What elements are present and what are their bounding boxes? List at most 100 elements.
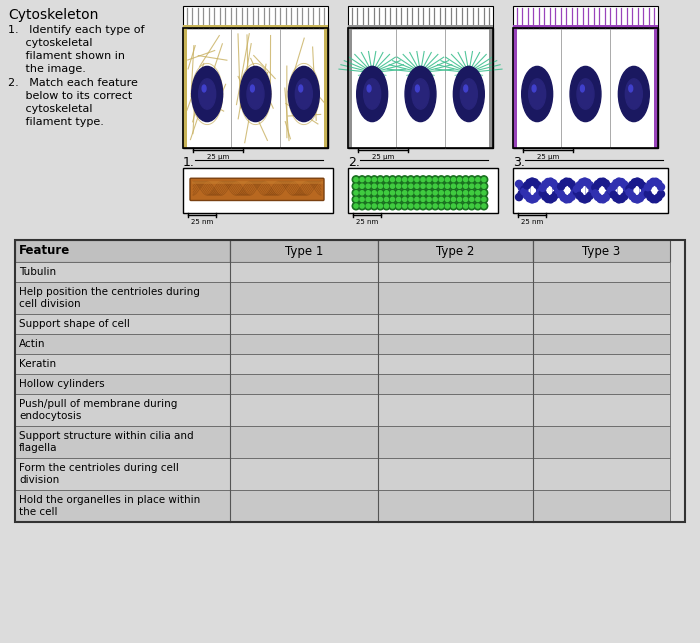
Circle shape xyxy=(360,184,364,188)
Bar xyxy=(183,28,328,148)
Circle shape xyxy=(623,190,630,196)
Text: 25 nm: 25 nm xyxy=(521,219,543,225)
Circle shape xyxy=(650,195,657,203)
Circle shape xyxy=(391,184,395,188)
Circle shape xyxy=(579,179,586,186)
Circle shape xyxy=(618,179,625,186)
Bar xyxy=(15,314,230,334)
Ellipse shape xyxy=(202,85,206,92)
Circle shape xyxy=(402,184,407,188)
Text: the image.: the image. xyxy=(8,64,86,74)
Circle shape xyxy=(395,189,402,197)
Circle shape xyxy=(407,189,414,197)
Bar xyxy=(533,458,670,490)
Circle shape xyxy=(438,189,445,197)
Circle shape xyxy=(407,176,414,183)
Circle shape xyxy=(384,204,388,208)
Circle shape xyxy=(526,179,533,186)
Circle shape xyxy=(521,186,528,193)
Circle shape xyxy=(592,184,598,191)
Circle shape xyxy=(476,184,480,188)
Circle shape xyxy=(576,192,583,199)
Ellipse shape xyxy=(629,85,633,92)
Circle shape xyxy=(383,183,391,190)
Circle shape xyxy=(358,176,366,183)
Bar xyxy=(230,374,378,394)
Circle shape xyxy=(389,202,396,210)
Text: Form the centrioles during cell
division: Form the centrioles during cell division xyxy=(19,462,179,485)
Circle shape xyxy=(515,194,522,201)
Circle shape xyxy=(419,195,427,203)
Circle shape xyxy=(639,182,646,189)
Circle shape xyxy=(482,204,486,208)
Bar xyxy=(378,458,533,490)
Circle shape xyxy=(645,190,652,197)
Circle shape xyxy=(647,180,654,187)
Bar xyxy=(230,282,378,314)
Ellipse shape xyxy=(240,66,271,122)
Circle shape xyxy=(636,179,643,186)
Text: Support shape of cell: Support shape of cell xyxy=(19,319,130,329)
Circle shape xyxy=(463,191,468,195)
Circle shape xyxy=(470,177,474,182)
Ellipse shape xyxy=(461,79,477,109)
Circle shape xyxy=(445,191,449,195)
Bar xyxy=(15,240,685,522)
Circle shape xyxy=(360,177,364,182)
Circle shape xyxy=(433,184,438,188)
Circle shape xyxy=(395,183,402,190)
Circle shape xyxy=(570,185,578,191)
Circle shape xyxy=(438,202,445,210)
Circle shape xyxy=(431,195,439,203)
Circle shape xyxy=(378,204,382,208)
Ellipse shape xyxy=(454,66,484,122)
Circle shape xyxy=(384,191,388,195)
Circle shape xyxy=(395,176,402,183)
Circle shape xyxy=(581,178,588,185)
Circle shape xyxy=(377,202,384,210)
Text: cytoskeletal: cytoskeletal xyxy=(8,38,92,48)
Circle shape xyxy=(413,183,421,190)
Text: Help position the centrioles during
cell division: Help position the centrioles during cell… xyxy=(19,287,200,309)
Bar xyxy=(533,354,670,374)
Circle shape xyxy=(365,176,372,183)
Bar xyxy=(15,334,230,354)
Circle shape xyxy=(426,195,433,203)
Bar xyxy=(15,262,230,282)
Circle shape xyxy=(594,194,601,201)
Circle shape xyxy=(552,183,559,190)
Circle shape xyxy=(470,204,474,208)
Bar xyxy=(230,458,378,490)
Bar xyxy=(348,28,352,148)
Text: 25 nm: 25 nm xyxy=(191,219,213,225)
Circle shape xyxy=(370,189,378,197)
Circle shape xyxy=(579,195,586,202)
Bar xyxy=(533,374,670,394)
Text: filament type.: filament type. xyxy=(8,117,104,127)
Circle shape xyxy=(358,183,366,190)
Circle shape xyxy=(474,189,482,197)
Circle shape xyxy=(602,194,609,201)
Circle shape xyxy=(560,194,567,201)
Circle shape xyxy=(589,186,596,193)
Circle shape xyxy=(657,190,664,197)
Circle shape xyxy=(570,190,578,197)
Text: Type 2: Type 2 xyxy=(436,244,475,257)
Circle shape xyxy=(642,186,649,193)
Bar xyxy=(230,490,378,522)
Circle shape xyxy=(384,184,388,188)
Circle shape xyxy=(389,183,396,190)
Bar xyxy=(489,28,493,148)
Circle shape xyxy=(645,184,652,191)
Circle shape xyxy=(621,193,628,200)
Circle shape xyxy=(534,181,541,188)
Circle shape xyxy=(545,195,552,203)
Circle shape xyxy=(431,176,439,183)
Circle shape xyxy=(413,202,421,210)
Circle shape xyxy=(366,191,370,195)
Circle shape xyxy=(563,178,570,185)
Circle shape xyxy=(391,191,395,195)
Text: 2.   Match each feature: 2. Match each feature xyxy=(8,78,138,88)
Bar xyxy=(513,28,658,148)
Circle shape xyxy=(413,189,421,197)
